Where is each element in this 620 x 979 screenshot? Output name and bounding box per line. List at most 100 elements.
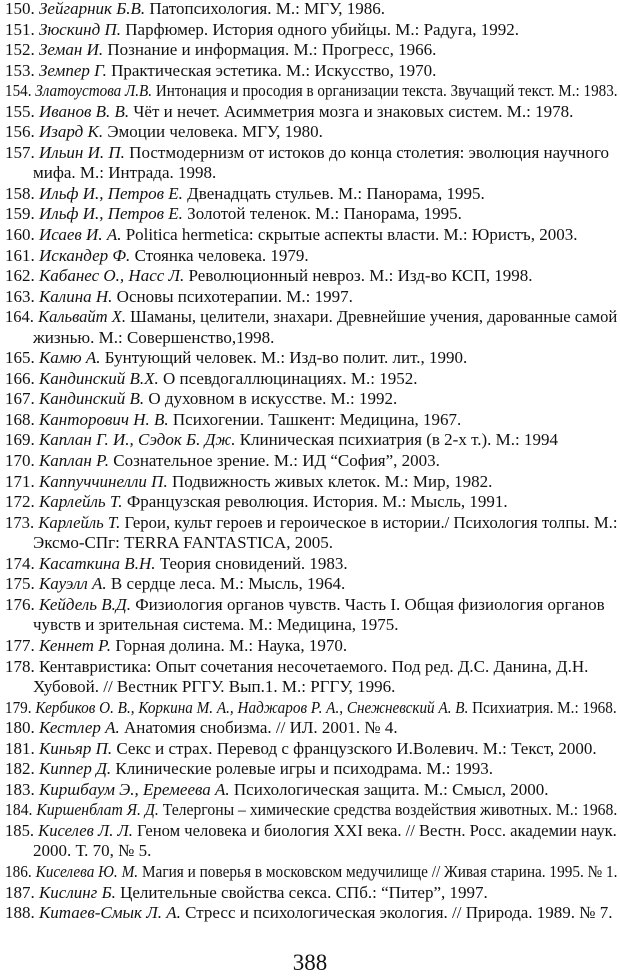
entry-text: Магия и поверья в московском медучилище …	[138, 861, 618, 881]
entry-author: Кауэлл А.	[39, 574, 107, 594]
bibliography-entry: 185. Киселев Л. Л. Геном человека и биол…	[5, 820, 617, 842]
entry-number: 182.	[5, 759, 35, 779]
entry-author: Кандинский В.Х.	[39, 368, 159, 388]
entry-author: Киршбаум Э., Еремеева А.	[39, 779, 230, 799]
bibliography-entry: 152. Земан И. Познание и информация. М.:…	[5, 40, 617, 61]
entry-author: Камю А.	[39, 348, 101, 368]
entry-number: 166.	[5, 368, 35, 388]
entry-text: Кентавристика: Опыт сочетания несочетаем…	[39, 656, 589, 676]
bibliography-entry: 183. Киршбаум Э., Еремеева А. Психологич…	[5, 780, 617, 801]
entry-number: 152.	[5, 40, 35, 60]
entry-number: 156.	[5, 122, 35, 142]
bibliography-entry: 186. Киселева Ю. М. Магия и поверья в мо…	[5, 861, 617, 883]
bibliography-entry: 164. Кальвайт Х. Шаманы, целители, знаха…	[5, 307, 617, 328]
entry-author: Кандинский В.	[39, 389, 145, 409]
entry-text: Парфюмер. История одного убийцы. М.: Рад…	[121, 19, 520, 39]
entry-author: Ильф И., Петров Е.	[39, 204, 183, 224]
entry-number: 176.	[5, 594, 35, 614]
entry-author: Кейдель В.Д.	[39, 594, 131, 614]
bibliography-entry: 178. Кентавристика: Опыт сочетания несоч…	[5, 657, 617, 678]
entry-continuation: Эксмо-СПг: TERRA FANTASTICA, 2005.	[33, 533, 334, 553]
entry-author: Китаев-Смык Л. А.	[39, 903, 181, 923]
entry-number: 175.	[5, 574, 35, 594]
bibliography-entry: 174. Касаткина В.Н. Теория сновидений. 1…	[5, 554, 617, 575]
entry-text: Психогении. Ташкент: Медицина, 1967.	[168, 409, 462, 429]
entry-text: Подвижность живых клеток. М.: Мир, 1982.	[167, 471, 493, 491]
entry-number: 185.	[5, 820, 35, 840]
entry-number: 178.	[5, 656, 35, 676]
entry-number: 186.	[5, 861, 32, 881]
entry-number: 188.	[5, 903, 35, 923]
bibliography-entry: 160. Исаев И. А. Politica hermetica: скр…	[5, 225, 617, 246]
bibliography-entry: 176. Кейдель В.Д. Физиология органов чув…	[5, 595, 617, 616]
bibliography-entry: 171. Каппуччинелли П. Подвижность живых …	[5, 472, 617, 493]
bibliography-entry: 173. Карлейль Т. Герои, культ героев и г…	[5, 513, 617, 534]
entry-text: Физиология органов чувств. Часть I. Обща…	[130, 594, 605, 614]
entry-author: Каплан Г. И., Сэдок Б. Дж.	[39, 430, 236, 450]
entry-number: 164.	[5, 307, 34, 327]
entry-continuation: чувств и зрительная система. М.: Медицин…	[33, 615, 399, 635]
entry-author: Кислинг Б.	[39, 882, 116, 902]
entry-text: Шаманы, целители, знахари. Древнейшие уч…	[126, 307, 618, 327]
entry-text: Politica hermetica: скрытые аспекты влас…	[121, 225, 578, 245]
entry-number: 170.	[5, 451, 35, 471]
entry-text: Двенадцать стульев. М.: Панорама, 1995.	[182, 183, 485, 203]
bibliography-entry: 180. Кестлер А. Анатомия снобизма. // ИЛ…	[5, 718, 617, 739]
entry-text: Клиническая психиатрия (в 2-х т.). М.: 1…	[235, 430, 558, 450]
bibliography-list: 150. Зейгарник Б.В. Патопсихология. М.: …	[5, 0, 618, 924]
entry-author: Изард К.	[39, 122, 104, 142]
entry-text: Психологическая защита. М.: Смысл, 2000.	[229, 779, 549, 799]
entry-number: 150.	[5, 0, 35, 18]
bibliography-entry: 154. Златоустова Л.В. Интонация и просод…	[5, 81, 618, 102]
entry-continuation: 2000. Т. 70, № 5.	[33, 841, 152, 861]
entry-author: Кабанес О., Насс Л.	[39, 266, 185, 286]
entry-author: Касаткина В.Н.	[39, 553, 156, 573]
entry-text: Анатомия снобизма. // ИЛ. 2001. № 4.	[119, 718, 398, 738]
bibliography-entry: 151. Зюскинд П. Парфюмер. История одного…	[5, 20, 617, 41]
entry-text: Стресс и психологическая экология. // Пр…	[180, 903, 613, 923]
entry-number: 158.	[5, 183, 35, 203]
bibliography-entry: 159. Ильф И., Петров Е. Золотой теленок.…	[5, 204, 617, 225]
entry-author: Зейгарник Б.В.	[39, 0, 146, 18]
entry-author: Кальвайт Х.	[38, 307, 127, 327]
entry-author: Златоустова Л.В.	[35, 81, 153, 101]
entry-author: Ильф И., Петров Е.	[39, 183, 183, 203]
entry-text: В сердце леса. М.: Мысль, 1964.	[106, 574, 346, 594]
bibliography-entry: 179. Кербиков О. В., Коркина М. А., Надж…	[5, 698, 617, 719]
entry-author: Кеннет Р.	[39, 635, 112, 655]
entry-text: Золотой теленок. М.: Панорама, 1995.	[182, 204, 462, 224]
entry-text: Целительные свойства секса. СПб.: “Питер…	[115, 882, 488, 902]
entry-number: 153.	[5, 60, 35, 80]
entry-author: Каплан Р.	[39, 451, 110, 471]
entry-text: Французская революция. История. М.: Мысл…	[122, 492, 508, 512]
entry-author: Киселев Л. Л.	[38, 820, 133, 840]
entry-author: Киппер Д.	[39, 759, 112, 779]
entry-number: 167.	[5, 389, 35, 409]
entry-number: 172.	[5, 492, 35, 512]
bibliography-entry: 157. Ильин И. П. Постмодернизм от истоко…	[5, 143, 617, 164]
entry-text: Клинические ролевые игры и психодрама. М…	[111, 759, 493, 779]
entry-number: 161.	[5, 245, 35, 265]
entry-text: Стоянка человека. 1979.	[130, 245, 309, 265]
entry-continuation: жизнью. М.: Совершенство,1998.	[33, 327, 275, 347]
entry-number: 157.	[5, 142, 35, 162]
entry-author: Искандер Ф.	[39, 245, 131, 265]
bibliography-entry: 155. Иванов В. В. Чёт и нечет. Асимметри…	[5, 102, 617, 123]
entry-text: О духовном в искусстве. М.: 1992.	[144, 389, 398, 409]
entry-author: Киршенблат Я. Д.	[36, 800, 159, 820]
bibliography-entry: 168. Канторович Н. В. Психогении. Ташкен…	[5, 410, 617, 431]
entry-number: 174.	[5, 553, 35, 573]
entry-author: Зюскинд П.	[39, 19, 121, 39]
entry-number: 183.	[5, 779, 35, 799]
entry-text: Основы психотерапии. М.: 1997.	[112, 286, 353, 306]
bibliography-entry: 172. Карлейль Т. Французская революция. …	[5, 492, 617, 513]
entry-continuation: Хубовой. // Вестник РГГУ. Вып.1. М.: РГГ…	[33, 677, 396, 697]
entry-author: Карлейль Т.	[39, 492, 123, 512]
entry-author: Земпер Г.	[39, 60, 107, 80]
entry-author: Земан И.	[39, 40, 104, 60]
entry-text: Бунтующий человек. М.: Изд-во полит. лит…	[100, 348, 468, 368]
entry-author: Исаев И. А.	[39, 225, 122, 245]
bibliography-entry: 161. Искандер Ф. Стоянка человека. 1979.	[5, 246, 617, 267]
entry-author: Ильин И. П.	[39, 142, 125, 162]
bibliography-entry: 150. Зейгарник Б.В. Патопсихология. М.: …	[5, 0, 617, 20]
